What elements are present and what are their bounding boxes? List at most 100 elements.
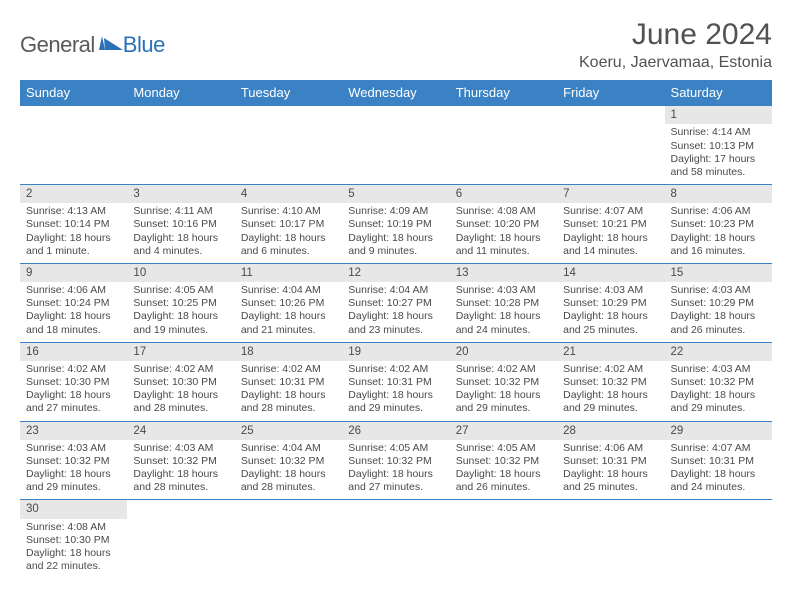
sunset-text: Sunset: 10:19 PM xyxy=(348,218,443,231)
daylight-text-1: Daylight: 18 hours xyxy=(241,389,336,402)
day-number-cell xyxy=(20,106,127,125)
week-content-row: Sunrise: 4:08 AMSunset: 10:30 PMDaylight… xyxy=(20,519,772,579)
sunrise-text: Sunrise: 4:02 AM xyxy=(563,363,658,376)
day-content-cell: Sunrise: 4:06 AMSunset: 10:24 PMDaylight… xyxy=(20,282,127,342)
sunrise-text: Sunrise: 4:05 AM xyxy=(456,442,551,455)
day-number-cell: 5 xyxy=(342,184,449,203)
day-content-cell xyxy=(235,519,342,579)
daylight-text-1: Daylight: 18 hours xyxy=(671,468,766,481)
daylight-text-2: and 6 minutes. xyxy=(241,245,336,258)
day-content-cell: Sunrise: 4:11 AMSunset: 10:16 PMDaylight… xyxy=(127,203,234,263)
sunrise-text: Sunrise: 4:09 AM xyxy=(348,205,443,218)
sunrise-text: Sunrise: 4:14 AM xyxy=(671,126,766,139)
sunset-text: Sunset: 10:32 PM xyxy=(456,455,551,468)
week-content-row: Sunrise: 4:03 AMSunset: 10:32 PMDaylight… xyxy=(20,440,772,500)
sunset-text: Sunset: 10:31 PM xyxy=(241,376,336,389)
day-number-cell: 14 xyxy=(557,263,664,282)
day-number-cell: 19 xyxy=(342,342,449,361)
sunrise-text: Sunrise: 4:06 AM xyxy=(671,205,766,218)
sunset-text: Sunset: 10:24 PM xyxy=(26,297,121,310)
day-number-cell: 28 xyxy=(557,421,664,440)
day-number-cell xyxy=(557,500,664,519)
day-number-cell: 2 xyxy=(20,184,127,203)
sunrise-text: Sunrise: 4:02 AM xyxy=(348,363,443,376)
day-content-cell: Sunrise: 4:03 AMSunset: 10:32 PMDaylight… xyxy=(127,440,234,500)
daylight-text-1: Daylight: 18 hours xyxy=(26,468,121,481)
sunrise-text: Sunrise: 4:05 AM xyxy=(133,284,228,297)
week-content-row: Sunrise: 4:13 AMSunset: 10:14 PMDaylight… xyxy=(20,203,772,263)
daylight-text-1: Daylight: 18 hours xyxy=(348,468,443,481)
daylight-text-2: and 1 minute. xyxy=(26,245,121,258)
week-content-row: Sunrise: 4:06 AMSunset: 10:24 PMDaylight… xyxy=(20,282,772,342)
day-number-cell: 15 xyxy=(665,263,772,282)
day-header: Tuesday xyxy=(235,80,342,106)
day-content-cell: Sunrise: 4:02 AMSunset: 10:31 PMDaylight… xyxy=(342,361,449,421)
logo-mark-icon xyxy=(99,34,123,57)
sunset-text: Sunset: 10:14 PM xyxy=(26,218,121,231)
daylight-text-2: and 9 minutes. xyxy=(348,245,443,258)
week-content-row: Sunrise: 4:02 AMSunset: 10:30 PMDaylight… xyxy=(20,361,772,421)
daylight-text-1: Daylight: 18 hours xyxy=(671,310,766,323)
daylight-text-1: Daylight: 18 hours xyxy=(26,547,121,560)
sunset-text: Sunset: 10:20 PM xyxy=(456,218,551,231)
daylight-text-1: Daylight: 18 hours xyxy=(133,468,228,481)
week-daynum-row: 23242526272829 xyxy=(20,421,772,440)
daylight-text-2: and 4 minutes. xyxy=(133,245,228,258)
day-content-cell: Sunrise: 4:06 AMSunset: 10:31 PMDaylight… xyxy=(557,440,664,500)
day-content-cell xyxy=(557,124,664,184)
daylight-text-1: Daylight: 18 hours xyxy=(133,389,228,402)
sunset-text: Sunset: 10:29 PM xyxy=(563,297,658,310)
sunset-text: Sunset: 10:32 PM xyxy=(671,376,766,389)
day-content-cell: Sunrise: 4:05 AMSunset: 10:32 PMDaylight… xyxy=(450,440,557,500)
daylight-text-1: Daylight: 18 hours xyxy=(241,468,336,481)
sunset-text: Sunset: 10:32 PM xyxy=(456,376,551,389)
daylight-text-1: Daylight: 18 hours xyxy=(348,389,443,402)
sunrise-text: Sunrise: 4:10 AM xyxy=(241,205,336,218)
daylight-text-1: Daylight: 18 hours xyxy=(241,310,336,323)
daylight-text-1: Daylight: 18 hours xyxy=(348,310,443,323)
day-number-cell: 6 xyxy=(450,184,557,203)
day-content-cell: Sunrise: 4:09 AMSunset: 10:19 PMDaylight… xyxy=(342,203,449,263)
day-content-cell: Sunrise: 4:04 AMSunset: 10:32 PMDaylight… xyxy=(235,440,342,500)
sunrise-text: Sunrise: 4:08 AM xyxy=(456,205,551,218)
daylight-text-2: and 29 minutes. xyxy=(26,481,121,494)
sunset-text: Sunset: 10:30 PM xyxy=(133,376,228,389)
daylight-text-1: Daylight: 18 hours xyxy=(671,389,766,402)
daylight-text-2: and 23 minutes. xyxy=(348,324,443,337)
week-daynum-row: 1 xyxy=(20,106,772,125)
day-content-cell: Sunrise: 4:03 AMSunset: 10:32 PMDaylight… xyxy=(20,440,127,500)
calendar-table: Sunday Monday Tuesday Wednesday Thursday… xyxy=(20,80,772,579)
day-content-cell xyxy=(450,124,557,184)
sunset-text: Sunset: 10:25 PM xyxy=(133,297,228,310)
sunrise-text: Sunrise: 4:04 AM xyxy=(241,284,336,297)
day-header: Friday xyxy=(557,80,664,106)
day-number-cell: 22 xyxy=(665,342,772,361)
sunset-text: Sunset: 10:29 PM xyxy=(671,297,766,310)
logo-text-general: General xyxy=(20,32,95,58)
daylight-text-1: Daylight: 18 hours xyxy=(563,232,658,245)
day-content-cell: Sunrise: 4:03 AMSunset: 10:28 PMDaylight… xyxy=(450,282,557,342)
daylight-text-2: and 25 minutes. xyxy=(563,324,658,337)
day-number-cell: 13 xyxy=(450,263,557,282)
daylight-text-2: and 28 minutes. xyxy=(241,481,336,494)
sunrise-text: Sunrise: 4:03 AM xyxy=(671,284,766,297)
day-number-cell: 11 xyxy=(235,263,342,282)
day-content-cell: Sunrise: 4:08 AMSunset: 10:30 PMDaylight… xyxy=(20,519,127,579)
day-header: Wednesday xyxy=(342,80,449,106)
day-header: Thursday xyxy=(450,80,557,106)
week-daynum-row: 16171819202122 xyxy=(20,342,772,361)
day-content-cell xyxy=(557,519,664,579)
daylight-text-2: and 16 minutes. xyxy=(671,245,766,258)
day-number-cell: 12 xyxy=(342,263,449,282)
sunset-text: Sunset: 10:32 PM xyxy=(563,376,658,389)
header-right: June 2024 Koeru, Jaervamaa, Estonia xyxy=(579,18,772,72)
daylight-text-2: and 58 minutes. xyxy=(671,166,766,179)
daylight-text-1: Daylight: 18 hours xyxy=(456,389,551,402)
day-number-cell: 7 xyxy=(557,184,664,203)
sunset-text: Sunset: 10:26 PM xyxy=(241,297,336,310)
day-content-cell: Sunrise: 4:03 AMSunset: 10:32 PMDaylight… xyxy=(665,361,772,421)
day-content-cell: Sunrise: 4:04 AMSunset: 10:27 PMDaylight… xyxy=(342,282,449,342)
sunrise-text: Sunrise: 4:03 AM xyxy=(456,284,551,297)
sunrise-text: Sunrise: 4:08 AM xyxy=(26,521,121,534)
day-header-row: Sunday Monday Tuesday Wednesday Thursday… xyxy=(20,80,772,106)
